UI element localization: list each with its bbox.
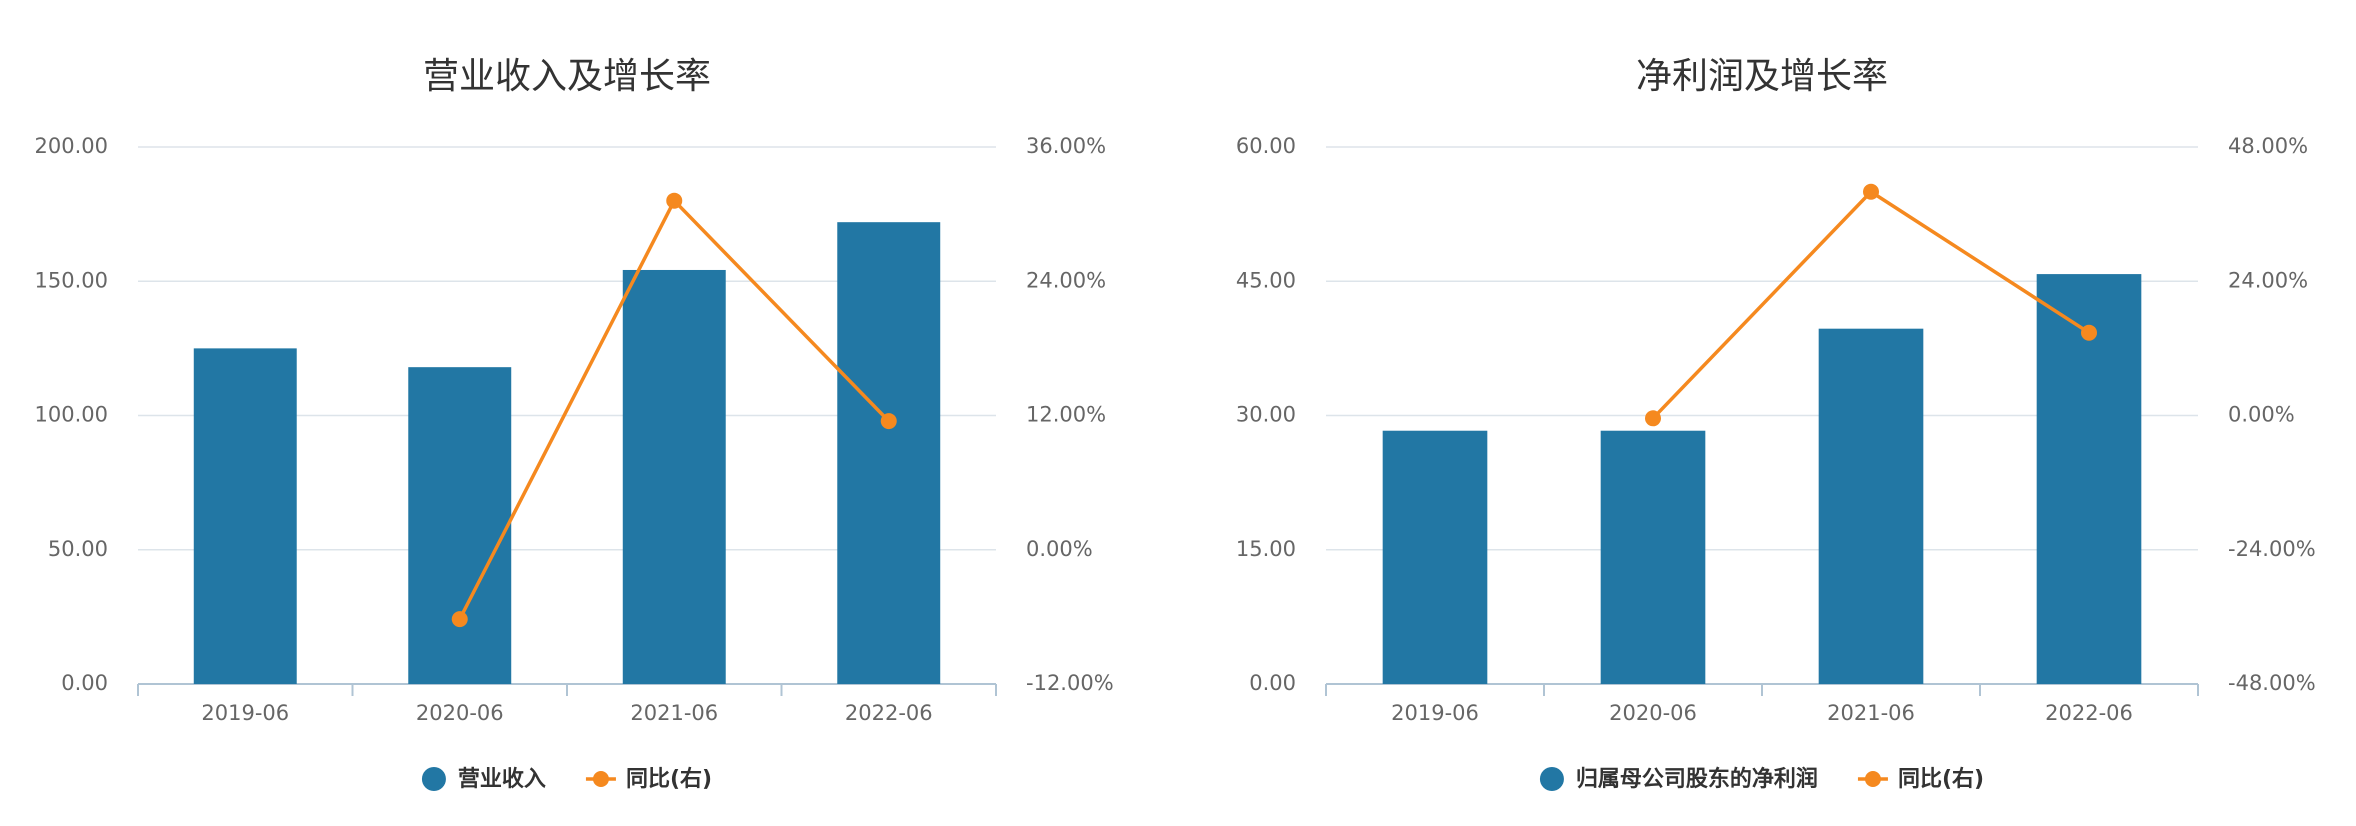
chart: 营业收入及增长率 0.00 50.00 100.00 150.00 200.00 -12.0… xyxy=(35,56,1114,792)
point xyxy=(451,611,468,628)
legend-label: 同比(右) xyxy=(626,767,712,792)
legend-symbol xyxy=(1864,771,1881,787)
legend-symbol xyxy=(421,767,446,791)
y-tick-label: 200.00 xyxy=(35,134,108,158)
bar xyxy=(837,222,941,684)
legend-symbol xyxy=(592,771,609,787)
x-tick-label: 2021-06 xyxy=(630,701,718,725)
bar xyxy=(622,269,726,684)
bar xyxy=(1818,328,1924,684)
legend-symbol xyxy=(1539,767,1564,791)
legend-label: 同比(右) xyxy=(1898,767,1984,792)
y-tick-label: 60.00 xyxy=(1236,134,1296,158)
bar xyxy=(2036,274,2142,684)
legend: 归属母公司股东的净利润 同比(右) xyxy=(1539,766,1984,792)
y-tick-label: 30.00 xyxy=(1236,403,1296,427)
y-tick-label: 0.00 xyxy=(1249,671,1296,695)
y2-tick-label: 0.00% xyxy=(2228,403,2295,427)
y-tick-label: 50.00 xyxy=(48,537,108,561)
point xyxy=(880,413,897,430)
chart: 净利润及增长率 0.00 15.00 30.00 45.00 60.00 -48.00% -2… xyxy=(1236,56,2316,792)
bar xyxy=(408,367,512,684)
x-tick-label: 2021-06 xyxy=(1827,701,1915,725)
bar xyxy=(193,348,297,684)
y-tick-label: 100.00 xyxy=(35,403,108,427)
y2-tick-label: 48.00% xyxy=(2228,134,2308,158)
legend-label: 营业收入 xyxy=(458,766,546,792)
y-tick-label: 45.00 xyxy=(1236,268,1296,292)
chart-title: 净利润及增长率 xyxy=(1636,56,1888,97)
y2-tick-label: 24.00% xyxy=(2228,268,2308,292)
y2-tick-label: -24.00% xyxy=(2228,537,2316,561)
point xyxy=(2081,324,2097,341)
x-tick-label: 2019-06 xyxy=(1391,701,1479,725)
x-tick-label: 2020-06 xyxy=(416,701,504,725)
x-tick-label: 2020-06 xyxy=(1609,701,1697,725)
legend: 营业收入 同比(右) xyxy=(421,766,712,792)
y2-tick-label: -12.00% xyxy=(1026,671,1114,695)
legend-label: 归属母公司股东的净利润 xyxy=(1576,766,1818,792)
x-tick-label: 2022-06 xyxy=(845,701,933,725)
point xyxy=(1863,183,1879,200)
point xyxy=(666,192,683,209)
bar xyxy=(1600,430,1706,684)
y2-tick-label: -48.00% xyxy=(2228,671,2316,695)
y2-tick-label: 24.00% xyxy=(1026,268,1106,292)
bar xyxy=(1382,430,1488,684)
chart-title: 营业收入及增长率 xyxy=(423,56,711,97)
y2-tick-label: 36.00% xyxy=(1026,134,1106,158)
y-tick-label: 0.00 xyxy=(61,671,108,695)
point xyxy=(1645,410,1661,427)
x-tick-label: 2022-06 xyxy=(2045,701,2133,725)
y2-tick-label: 0.00% xyxy=(1026,537,1093,561)
x-tick-label: 2019-06 xyxy=(201,701,289,725)
y-tick-label: 150.00 xyxy=(35,268,108,292)
y2-tick-label: 12.00% xyxy=(1026,403,1106,427)
y-tick-label: 15.00 xyxy=(1236,537,1296,561)
